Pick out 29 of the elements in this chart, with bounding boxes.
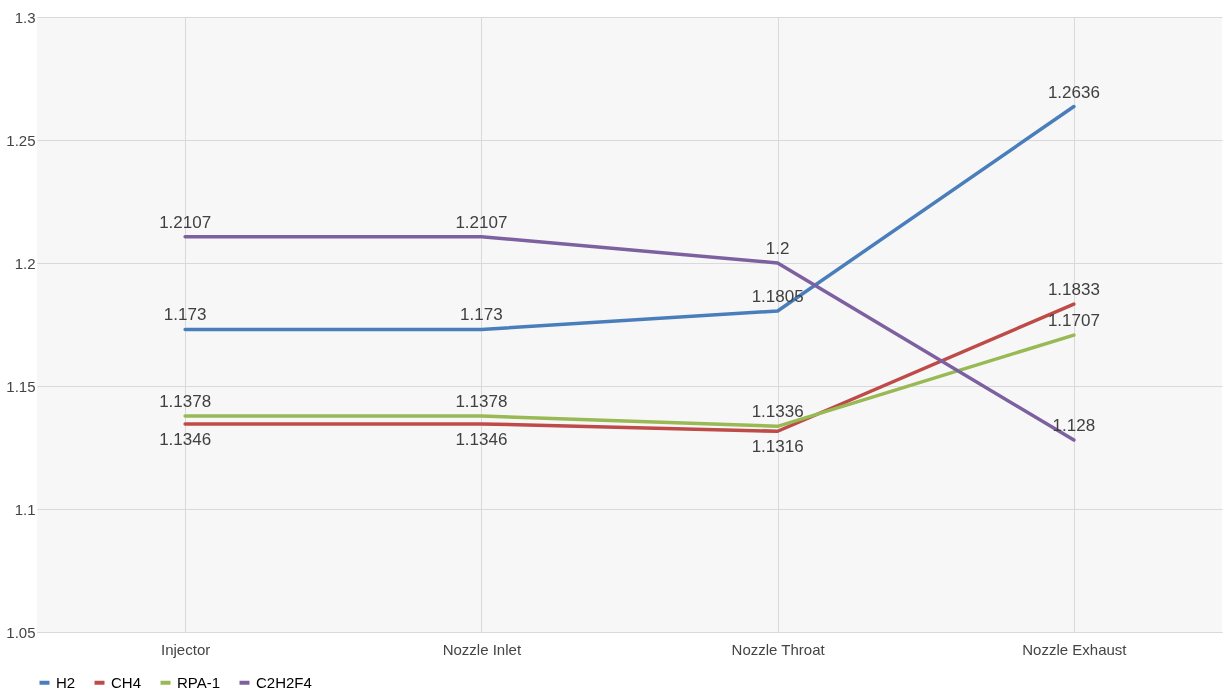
data-label: 1.1378 xyxy=(159,392,212,412)
data-label: 1.128 xyxy=(1052,416,1096,436)
data-label: 1.2107 xyxy=(159,212,212,232)
x-tick-label: Injector xyxy=(161,640,211,658)
data-label: 1.173 xyxy=(163,305,207,325)
y-tick-label: 1.05 xyxy=(6,623,36,641)
x-tick-label: Nozzle Inlet xyxy=(442,640,522,658)
legend-label: H2 xyxy=(56,673,76,691)
legend-label: C2H2F4 xyxy=(256,673,312,691)
data-label: 1.1346 xyxy=(455,429,508,449)
x-tick-label: Nozzle Throat xyxy=(731,640,826,658)
data-label: 1.173 xyxy=(460,305,503,325)
data-label: 1.1707 xyxy=(1047,311,1100,331)
data-label: 1.1378 xyxy=(455,392,508,412)
y-tick-label: 1.15 xyxy=(6,377,36,395)
y-tick-label: 1.25 xyxy=(6,131,36,149)
y-tick-label: 1.1 xyxy=(14,500,36,518)
legend-label: CH4 xyxy=(111,673,142,691)
data-label: 1.1346 xyxy=(159,429,212,449)
x-tick-label: Nozzle Exhaust xyxy=(1022,640,1128,658)
data-label: 1.1336 xyxy=(751,402,804,422)
y-tick-label: 1.2 xyxy=(14,254,36,272)
y-tick-label: 1.3 xyxy=(14,8,36,26)
data-label: 1.2636 xyxy=(1047,82,1100,102)
data-label: 1.1833 xyxy=(1047,280,1100,300)
data-label: 1.2107 xyxy=(455,212,508,232)
data-label: 1.1316 xyxy=(751,437,804,457)
legend-label: RPA-1 xyxy=(177,673,221,691)
data-label: 1.2 xyxy=(765,239,790,258)
